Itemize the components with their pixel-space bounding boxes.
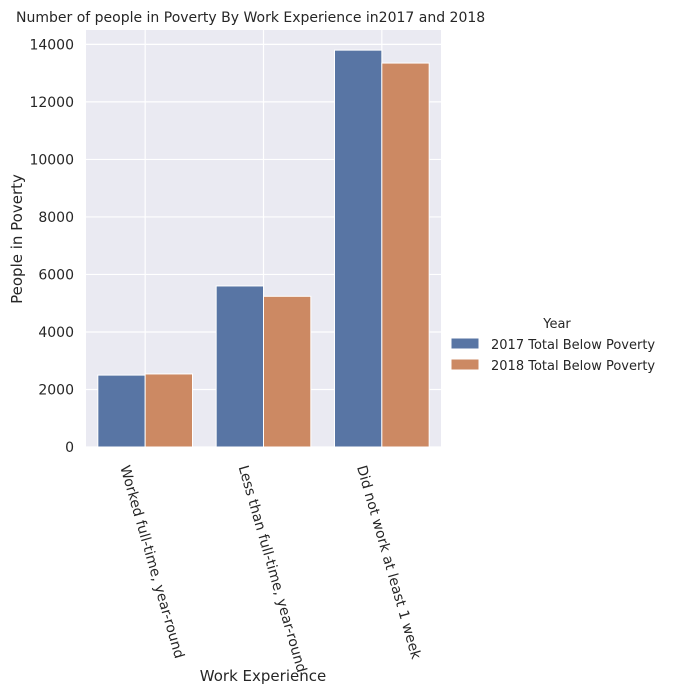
y-tick-label: 8000 <box>38 210 74 226</box>
y-axis-label: People in Poverty <box>8 174 26 304</box>
bar <box>97 374 146 448</box>
y-tick-label: 14000 <box>29 37 74 53</box>
y-tick-label: 10000 <box>29 152 74 168</box>
chart-title: Number of people in Poverty By Work Expe… <box>16 10 485 26</box>
y-tick-labels: 0 2000 4000 6000 8000 10000 12000 14000 <box>29 37 74 456</box>
x-tick-label: Less than full-time, year-round <box>235 464 310 675</box>
legend-label: 2018 Total Below Poverty <box>491 359 655 374</box>
x-tick-labels: Worked full-time, year-round Less than fu… <box>116 464 424 675</box>
x-axis-label: Work Experience <box>200 667 326 685</box>
x-tick-label: Worked full-time, year-round <box>116 464 187 661</box>
y-tick-label: 6000 <box>38 267 74 283</box>
y-tick-label: 4000 <box>38 325 74 341</box>
legend-swatch <box>450 337 480 350</box>
legend-title: Year <box>542 317 571 332</box>
bar <box>215 285 265 448</box>
y-tick-label: 12000 <box>29 95 74 111</box>
bar <box>334 49 383 448</box>
x-tick-label: Did not work at least 1 week <box>353 464 424 662</box>
legend: Year 2017 Total Below Poverty 2018 Total … <box>450 317 655 374</box>
legend-swatch <box>450 358 480 371</box>
y-tick-label: 2000 <box>38 382 74 398</box>
bar <box>381 62 430 448</box>
legend-label: 2017 Total Below Poverty <box>491 338 655 353</box>
bar <box>263 295 312 448</box>
bars <box>97 49 430 448</box>
y-tick-label: 0 <box>65 440 74 456</box>
bar <box>144 373 194 448</box>
